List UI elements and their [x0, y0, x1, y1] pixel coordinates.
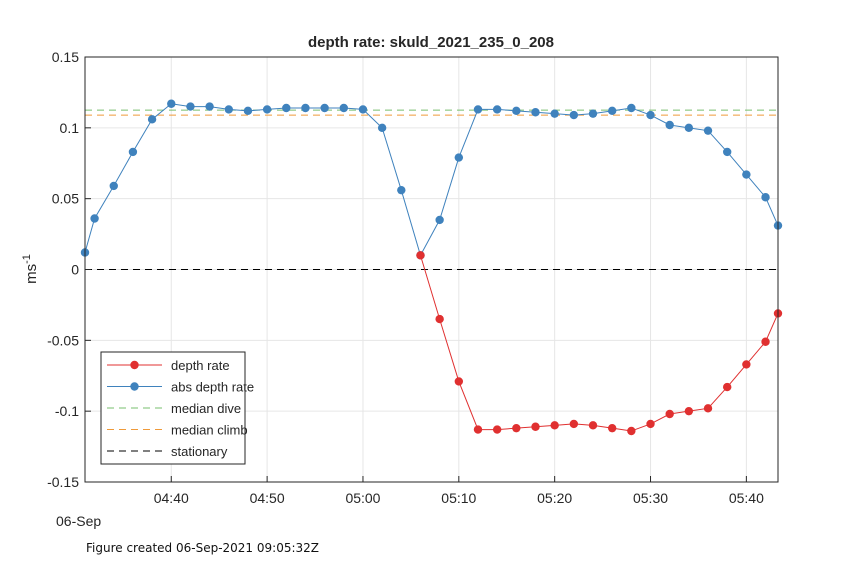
abs-depth-rate-point [339, 103, 348, 113]
abs-depth-rate-point [473, 105, 483, 114]
depth-rate-point [588, 421, 598, 430]
abs-depth-rate-point [243, 106, 253, 116]
y-tick-label: 0.1 [60, 120, 80, 136]
depth-rate-point [646, 419, 655, 429]
abs-depth-rate-point [454, 153, 464, 162]
depth-rate-point [473, 425, 483, 434]
depth-rate-point [684, 406, 694, 416]
y-tick-label: 0.05 [52, 191, 79, 207]
y-tick-label: -0.15 [47, 474, 79, 490]
abs-depth-rate-point [301, 103, 310, 113]
legend-median-dive-label: median dive [171, 401, 241, 416]
abs-depth-rate-point [722, 147, 732, 157]
x-tick-label: 05:40 [729, 490, 764, 506]
abs-depth-rate-point [627, 103, 636, 113]
depth-rate-point [722, 382, 732, 392]
x-tick-label: 05:30 [633, 490, 668, 506]
abs-depth-rate-point [320, 103, 329, 113]
abs-depth-rate-point [186, 102, 195, 111]
y-axis-label-unit: ms [23, 264, 40, 284]
abs-depth-rate-point [435, 215, 444, 225]
abs-depth-rate-point [224, 105, 233, 114]
abs-depth-rate-point [569, 110, 579, 120]
figure-footer: Figure created 06-Sep-2021 09:05:32Z [86, 541, 319, 555]
x-tick-label: 05:20 [537, 490, 572, 506]
y-axis-label: ms-1 [21, 254, 40, 284]
depth-rate-point [703, 404, 713, 413]
y-tick-label: 0.15 [52, 49, 79, 65]
y-axis-label-exponent: -1 [21, 254, 33, 264]
abs-depth-rate-point [684, 123, 694, 133]
abs-depth-rate-point [109, 181, 118, 191]
depth-rate-point [531, 422, 540, 431]
depth-rate-point [607, 423, 617, 433]
depth-rate-point [416, 251, 425, 260]
abs-depth-rate-point [492, 105, 502, 114]
legend-abs-depth-rate-marker [130, 382, 139, 391]
abs-depth-rate-point [90, 214, 99, 223]
depth-rate-point [550, 421, 559, 430]
x-tick-label: 04:40 [154, 490, 189, 506]
abs-depth-rate-point [761, 193, 770, 202]
depth-rate-point [742, 360, 751, 369]
depth-rate-point [492, 425, 502, 434]
abs-depth-rate-point [282, 103, 291, 113]
abs-depth-rate-point [646, 110, 655, 120]
y-tick-label: -0.1 [55, 403, 79, 419]
abs-depth-rate-point [607, 106, 617, 116]
x-tick-label: 05:00 [345, 490, 380, 506]
depth-rate-point [435, 314, 444, 324]
abs-depth-rate-point [262, 105, 272, 114]
depth-rate-point [512, 423, 521, 433]
legend-median-climb-label: median climb [171, 423, 248, 438]
abs-depth-rate-point [128, 147, 138, 157]
abs-depth-rate-point [358, 105, 368, 114]
depth-rate-point [665, 409, 674, 419]
abs-depth-rate-point [512, 106, 521, 116]
y-axis-ticks: 0.15 0.1 0.05 0 -0.05 -0.1 -0.15 [47, 49, 91, 490]
x-tick-label: 05:10 [441, 490, 476, 506]
legend-stationary-label: stationary [171, 444, 228, 459]
abs-depth-rate-point [531, 108, 540, 117]
depth-rate-point [627, 426, 636, 436]
depth-rate-point [761, 337, 770, 346]
legend: depth rate abs depth rate median dive media… [100, 351, 254, 465]
abs-depth-rate-point [588, 109, 598, 118]
y-tick-label: -0.05 [47, 332, 79, 348]
x-axis-ticks: 04:40 04:50 05:00 05:10 05:20 05:30 05:40 [154, 476, 764, 506]
depth-rate-point [454, 377, 464, 386]
y-tick-label: 0 [71, 262, 79, 278]
depth-rate-point [569, 419, 579, 429]
abs-depth-rate-point [167, 99, 176, 108]
abs-depth-rate-point [742, 170, 751, 179]
reference-lines [85, 109, 778, 270]
abs-depth-rate-point [703, 126, 713, 135]
abs-depth-rate-point [147, 115, 157, 124]
chart-title: depth rate: skuld_2021_235_0_208 [308, 34, 554, 51]
abs-depth-rate-point [397, 185, 406, 195]
legend-depth-rate-marker [130, 360, 139, 370]
abs-depth-rate-point [377, 123, 387, 133]
legend-depth-rate-label: depth rate [171, 358, 230, 373]
x-tick-label: 04:50 [250, 490, 285, 506]
abs-depth-rate-point [205, 102, 214, 111]
abs-depth-rate-point [550, 109, 559, 118]
depth-rate-series [416, 251, 783, 436]
legend-abs-depth-rate-label: abs depth rate [171, 380, 254, 395]
abs-depth-rate-point [665, 120, 674, 130]
date-label: 06-Sep [56, 513, 102, 529]
